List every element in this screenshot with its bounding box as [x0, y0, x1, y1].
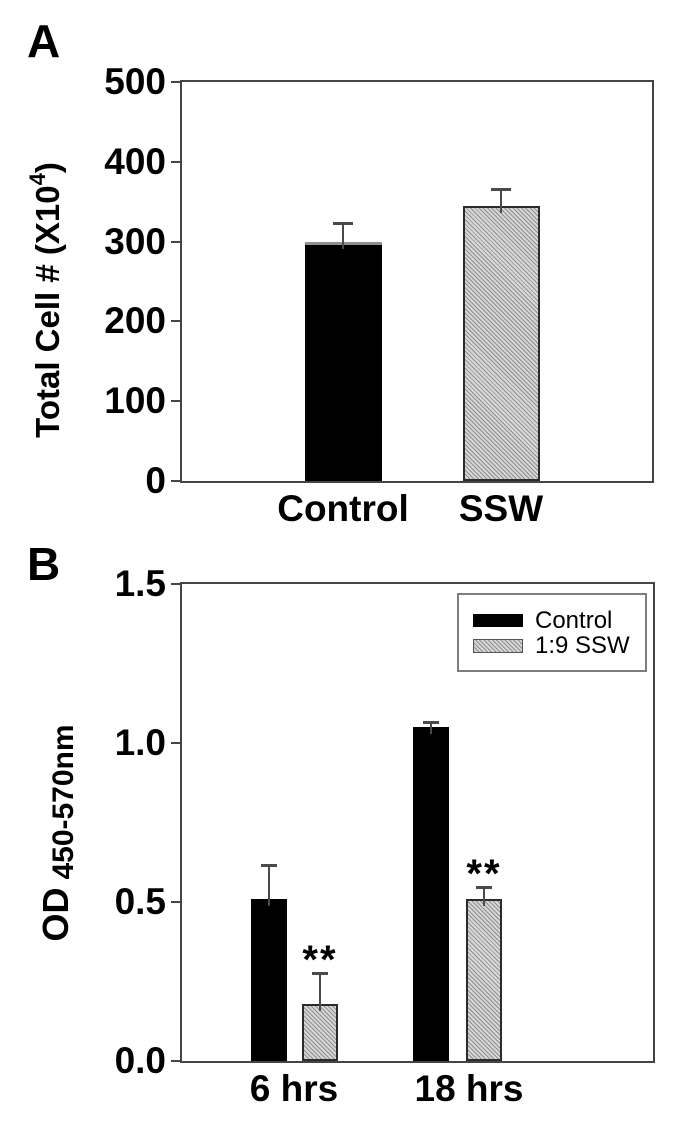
- panel-b-plot-area: 0.0 0.5 1.0 1.5 ** ** 6 hrs 18 hrs: [115, 565, 655, 1107]
- error-bar-line: [268, 863, 270, 906]
- bar-1-9-ssw-6-hrs: [302, 1003, 338, 1061]
- legend-swatch-control: [473, 614, 523, 627]
- y-tick-label: 400: [104, 140, 166, 182]
- error-bar-line: [483, 886, 485, 906]
- x-category-label: SSW: [458, 488, 544, 529]
- error-bar: [261, 863, 277, 906]
- y-tick-label: 1.0: [114, 722, 166, 763]
- bar-1-9-ssw-18-hrs: [466, 898, 502, 1061]
- error-bar-line: [319, 971, 321, 1011]
- error-bar-line: [430, 720, 432, 735]
- error-bar: [333, 221, 353, 249]
- legend-swatch-ssw: [473, 638, 523, 653]
- y-tick: [171, 160, 180, 163]
- y-tick: [171, 480, 180, 482]
- bar-ssw: [462, 205, 540, 481]
- y-tick-label: 100: [104, 380, 166, 422]
- y-tick-label: 300: [104, 220, 166, 262]
- bar-control-6-hrs: [251, 898, 287, 1061]
- y-tick-label: 1.5: [114, 563, 166, 604]
- significance-marker: **: [466, 852, 502, 897]
- y-tick-label: 0: [145, 460, 166, 501]
- x-category-label: 18 hrs: [414, 1068, 524, 1109]
- error-bar: [312, 971, 328, 1011]
- y-tick: [171, 1060, 180, 1062]
- panel-a-plot-area: 0 100 200 300 400 500 Control SSW: [104, 63, 654, 527]
- significance-marker: **: [302, 937, 338, 982]
- y-tick-label: 200: [104, 300, 166, 342]
- error-bar: [423, 720, 439, 735]
- x-category-label: 6 hrs: [249, 1068, 339, 1109]
- error-bar-line: [500, 188, 502, 213]
- panel-a-label: A: [27, 15, 61, 67]
- panel-a-y-axis-title-exponent: 4: [25, 173, 50, 186]
- legend-label-ssw: 1:9 SSW: [535, 631, 630, 659]
- y-tick: [171, 81, 180, 83]
- bar-control-18-hrs: [413, 727, 449, 1061]
- y-tick-label: 0.5: [114, 881, 166, 922]
- error-bar: [491, 188, 511, 213]
- panel-b-label: B: [27, 538, 61, 590]
- y-tick-label: 0.0: [114, 1040, 166, 1081]
- y-tick: [171, 583, 180, 585]
- panel-b-legend: Control 1:9 SSW: [457, 593, 647, 672]
- y-tick: [171, 901, 180, 903]
- legend-row-control: Control: [459, 608, 645, 633]
- y-tick: [171, 320, 180, 323]
- y-tick: [171, 400, 180, 403]
- legend-row-ssw: 1:9 SSW: [459, 633, 645, 658]
- y-tick: [171, 742, 180, 744]
- bar-control: [304, 241, 382, 481]
- legend-label-control: Control: [535, 606, 613, 634]
- y-tick: [171, 240, 180, 243]
- error-bar: [476, 886, 492, 906]
- error-bar-line: [342, 221, 344, 249]
- y-tick-label: 500: [104, 61, 166, 102]
- x-category-label: Control: [277, 488, 409, 529]
